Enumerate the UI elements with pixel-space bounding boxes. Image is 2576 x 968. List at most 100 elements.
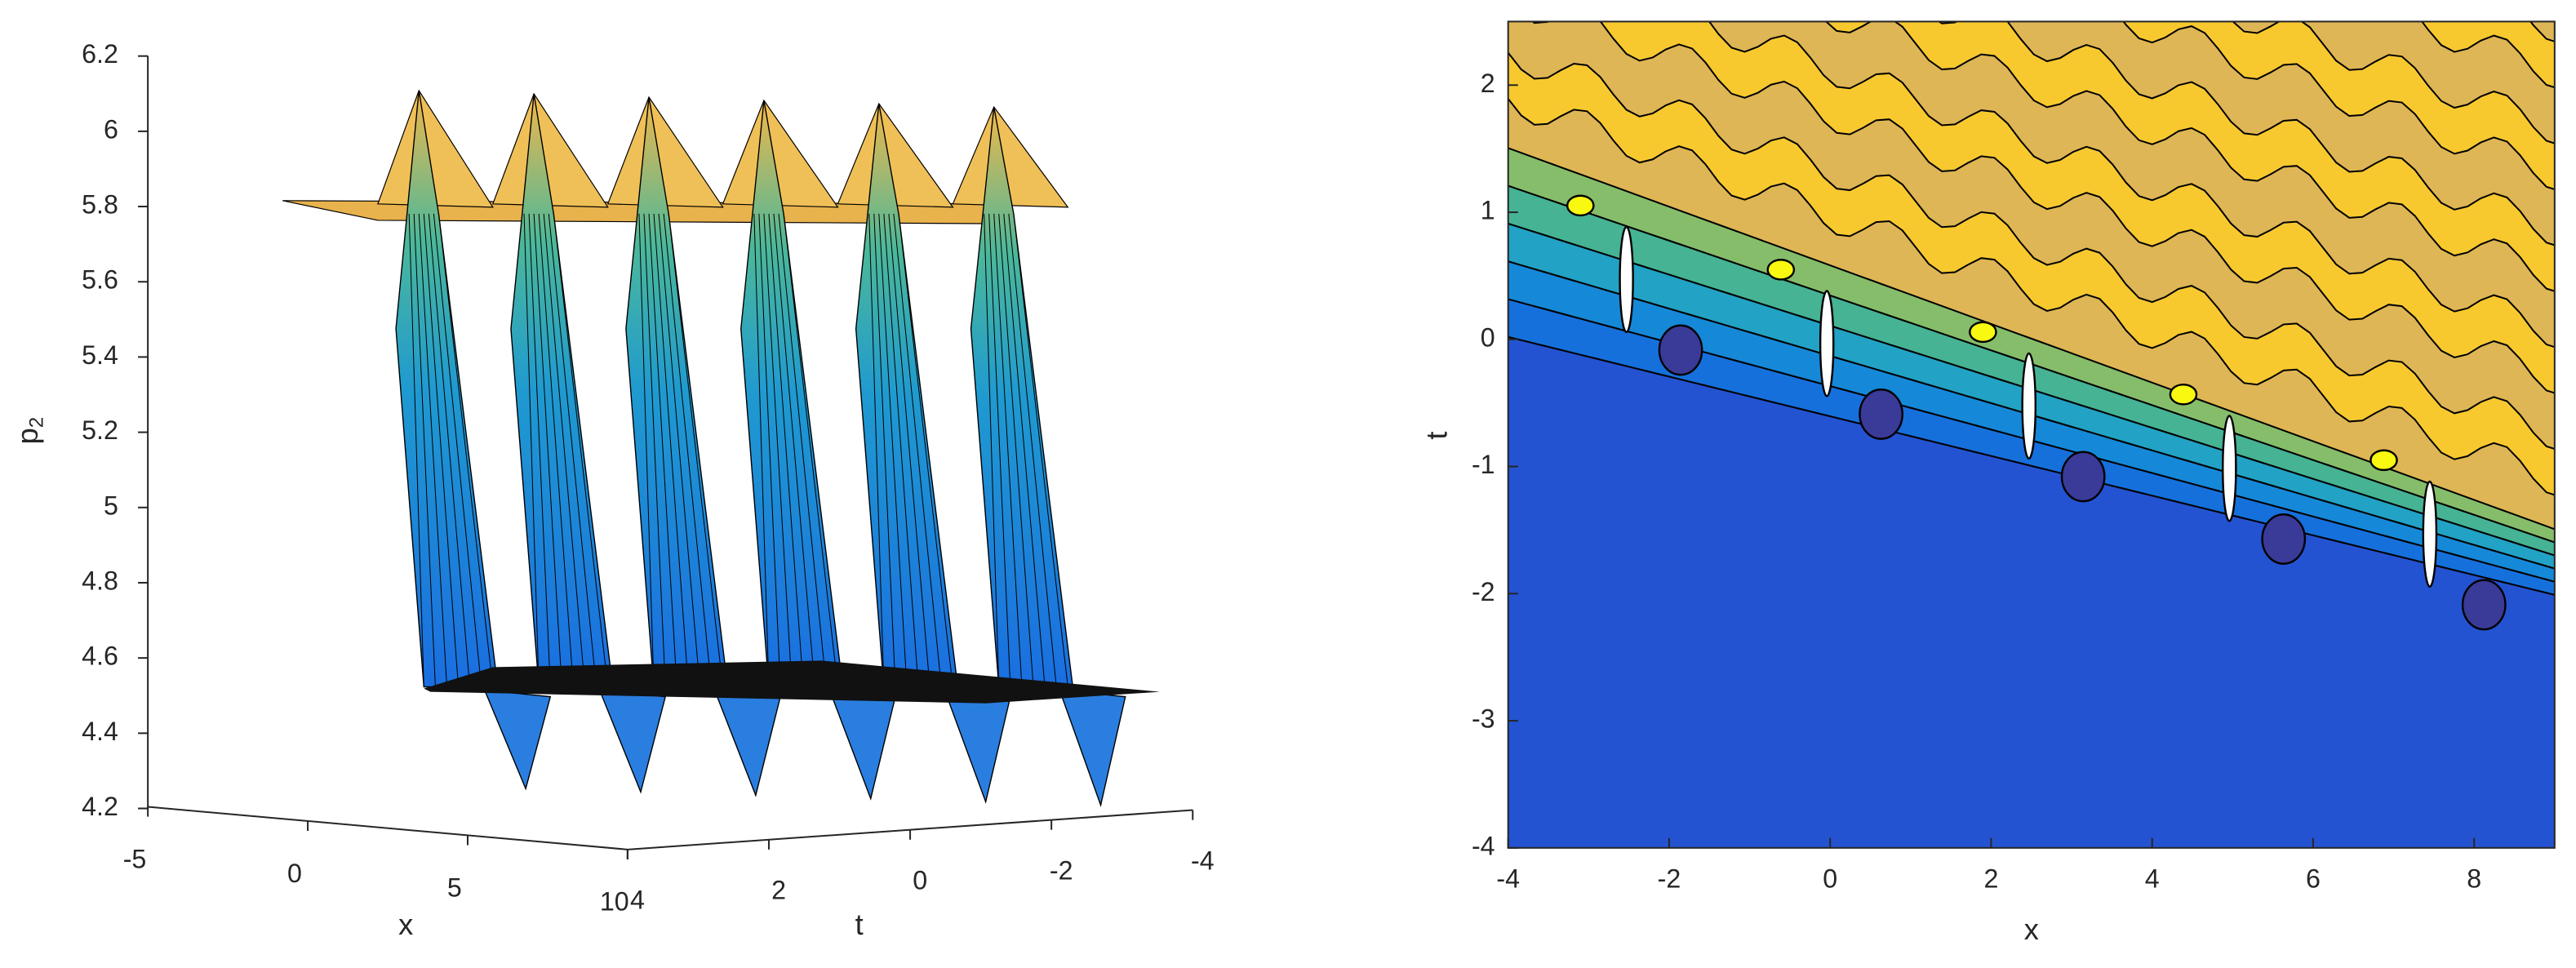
surface-mesh [998, 213, 1034, 687]
contour-gap [2422, 480, 2438, 588]
surface-mesh [538, 213, 574, 687]
z-axis-label: p2 [11, 417, 48, 445]
y-tick-label: -1 [1472, 450, 1495, 479]
y-tick-label: -2 [1050, 856, 1073, 886]
surface-mesh [663, 213, 713, 687]
contour-low [2261, 513, 2307, 565]
y-tick-label: 0 [913, 866, 927, 895]
surface-mesh [523, 213, 540, 687]
surface-mesh [428, 213, 471, 687]
contour-high [2369, 449, 2398, 472]
contour-gap [1819, 290, 1835, 397]
surface-mesh [898, 213, 953, 687]
contour-region [1508, 335, 2555, 848]
surface-mesh [783, 213, 839, 687]
z-tick-label: 6.2 [82, 39, 118, 69]
surface-dip [713, 689, 781, 797]
surface-mesh [548, 213, 597, 687]
surface-mesh [778, 213, 827, 687]
surface-dip [598, 689, 667, 794]
x-tick-label: 8 [2467, 864, 2481, 894]
y-tick-label: -2 [1472, 577, 1495, 606]
y-tick-label: 2 [771, 876, 786, 905]
z-tick-label: 4.2 [82, 792, 118, 821]
contour-fill [1508, 21, 2555, 848]
y-tick-label: 0 [1481, 322, 1495, 352]
contour-low [1658, 324, 1703, 376]
surface-mesh [878, 213, 908, 687]
x-tick-label: 0 [287, 859, 302, 888]
surface-mesh [758, 213, 781, 687]
surface-mesh [553, 213, 609, 687]
surface-back [952, 105, 1069, 208]
contour-gap [1619, 225, 1634, 334]
surface-back [722, 99, 839, 208]
contour-region [1824, 21, 2555, 292]
surface-mesh [658, 213, 700, 687]
surface-panel: -5 0 5 10 4 2 0 -2 -4 4.2 4.4 4.6 4.8 5 5.2 5.4 5.6 5.8 6 6… [11, 39, 1215, 941]
surface-mesh [883, 213, 919, 687]
z-tick-label: 5 [104, 491, 118, 520]
surface-mesh [768, 213, 804, 687]
surface-mesh [423, 213, 460, 687]
contour-low [1859, 389, 1903, 440]
contour-high [2169, 384, 2198, 406]
z-label-base: p [11, 428, 44, 444]
y-axis-label: t [1420, 432, 1454, 440]
x-axis-label: x [398, 908, 413, 941]
surface-mesh [988, 213, 1011, 687]
contour-region [1508, 51, 2555, 496]
contour-high [1969, 321, 1997, 344]
contour-high [1566, 194, 1595, 217]
contour-region [2421, 21, 2555, 89]
surface-mesh [1003, 213, 1046, 687]
surface-mesh [873, 213, 896, 687]
surface-mesh [763, 213, 793, 687]
y-tick-label: 1 [1481, 196, 1495, 225]
surface-back [837, 102, 954, 208]
surface-back [606, 95, 724, 208]
surface-dip [1059, 689, 1126, 808]
x-tick-label: -4 [1496, 864, 1520, 894]
contour-low [2060, 451, 2106, 503]
surface-mesh [528, 213, 551, 687]
x-tick-label: 6 [2306, 864, 2321, 894]
surface-mesh [753, 213, 770, 687]
z-tick-label: 4.4 [82, 717, 118, 746]
z-tick-label: 5.4 [82, 340, 118, 370]
surface-mesh [533, 213, 562, 687]
surface-mesh [638, 213, 655, 687]
x-tick-label: -2 [1658, 864, 1681, 894]
surface-mesh [413, 213, 436, 687]
z-tick-label: 6 [104, 114, 118, 144]
x-tick-label: 10 [600, 887, 629, 917]
x-tick-label: 5 [447, 873, 462, 902]
surface-back [491, 92, 609, 208]
y-tick-label: 4 [630, 886, 645, 915]
surface-mesh [1013, 213, 1068, 687]
x-axis [148, 806, 628, 850]
x-tick-label: -5 [123, 844, 147, 873]
y-tick-label: -3 [1472, 704, 1495, 734]
contour-gap [2021, 352, 2037, 460]
surface-mesh [408, 213, 424, 687]
surface-mesh [543, 213, 586, 687]
surface-mesh [643, 213, 666, 687]
contour-region [2122, 21, 2555, 191]
contour-gap [2222, 415, 2237, 522]
y-axis-label: t [855, 908, 864, 941]
surface-dip [944, 689, 1011, 804]
surface-dip [483, 689, 552, 791]
y-tick-label: -4 [1472, 831, 1495, 860]
surface-mesh [418, 213, 447, 687]
z-tick-label: 5.2 [82, 415, 118, 445]
x-axis-label: x [2024, 912, 2039, 946]
contour-high [1766, 259, 1796, 281]
surface-dip [828, 689, 896, 801]
surface-mesh [648, 213, 677, 687]
z-tick-label: 5.8 [82, 190, 118, 220]
z-tick-label: 4.8 [82, 566, 118, 595]
surface-mesh [888, 213, 930, 687]
